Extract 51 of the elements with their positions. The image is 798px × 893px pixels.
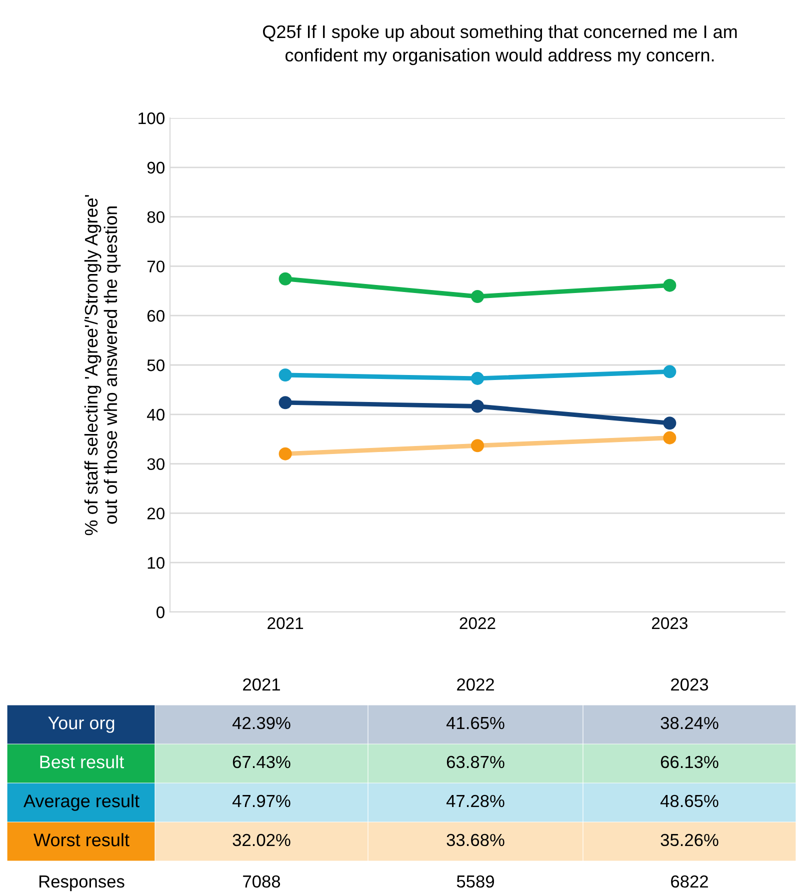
data-label: 41.65% bbox=[446, 716, 504, 730]
point bbox=[470, 372, 484, 385]
y-tick-label: 90 bbox=[147, 162, 164, 174]
y-axis-title: % of staff selecting 'Agree'/'Strongly Agree' out of those who answered the question bbox=[84, 195, 121, 536]
y-tick-label: 60 bbox=[147, 310, 164, 322]
x-tick-label: 2021 bbox=[268, 617, 304, 630]
text: 7088 bbox=[243, 875, 280, 888]
point bbox=[663, 416, 676, 430]
data-label: 33.68% bbox=[446, 834, 504, 846]
point bbox=[470, 290, 484, 303]
y-tick-label: 30 bbox=[147, 458, 164, 470]
data-label: 42.39% bbox=[232, 716, 290, 730]
text: Worst result bbox=[34, 833, 130, 846]
category-label: 2022 bbox=[457, 678, 494, 691]
text: Best result bbox=[40, 755, 124, 768]
point bbox=[470, 439, 484, 452]
point bbox=[663, 365, 676, 378]
point bbox=[470, 400, 484, 413]
data-label: 35.26% bbox=[660, 834, 718, 846]
text: Your org bbox=[48, 716, 114, 733]
x-tick-label: 2022 bbox=[460, 617, 496, 630]
data-label: 32.02% bbox=[232, 834, 290, 846]
data-label: 38.24% bbox=[660, 716, 718, 730]
chart-title: Q25f If I spoke up about something that concerned me I am confident my organisation would address my concern. bbox=[263, 24, 737, 66]
point bbox=[663, 431, 676, 444]
y-tick-label: 50 bbox=[147, 359, 164, 372]
text: Average result bbox=[23, 794, 140, 811]
point bbox=[278, 447, 292, 460]
data-label: 47.97% bbox=[232, 794, 290, 808]
text: Responses bbox=[40, 876, 124, 892]
point bbox=[278, 272, 292, 286]
data-label: 47.28% bbox=[446, 794, 504, 808]
point bbox=[278, 396, 292, 410]
data-label: 67.43% bbox=[232, 756, 290, 768]
y-tick-label: 40 bbox=[146, 408, 164, 421]
text: 6822 bbox=[671, 875, 708, 888]
point bbox=[278, 368, 292, 382]
data-label: 66.13% bbox=[660, 756, 718, 768]
y-tick-label: 70 bbox=[147, 260, 164, 272]
data-label: 63.87% bbox=[446, 756, 504, 768]
y-tick-label: 20 bbox=[147, 508, 164, 520]
y-tick-label: 100 bbox=[138, 112, 164, 124]
x-tick-label: 2023 bbox=[652, 617, 688, 630]
point bbox=[663, 278, 676, 292]
y-tick-label: 0 bbox=[156, 606, 164, 618]
data-label: 48.65% bbox=[660, 794, 718, 808]
text: 5589 bbox=[456, 875, 494, 888]
category-label: 2023 bbox=[671, 678, 708, 691]
y-tick-label: 80 bbox=[147, 211, 164, 224]
category-label: 2021 bbox=[243, 678, 280, 691]
y-tick-label: 10 bbox=[148, 557, 164, 569]
